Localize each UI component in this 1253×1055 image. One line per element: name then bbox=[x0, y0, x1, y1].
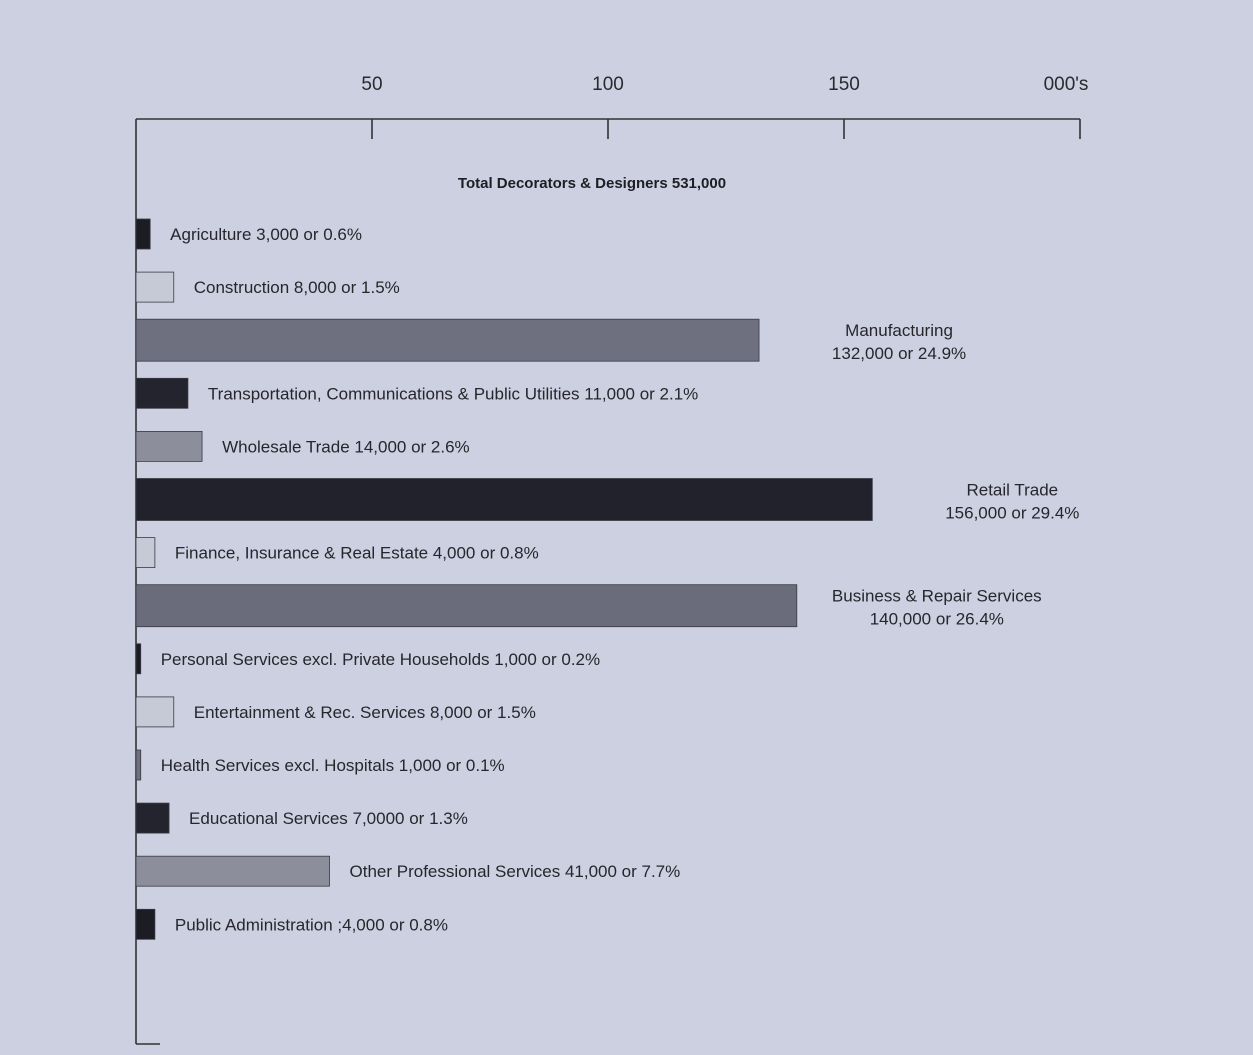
bar bbox=[135, 377, 189, 409]
bar bbox=[135, 218, 151, 250]
x-axis-unit-label: 000's bbox=[1044, 74, 1089, 95]
bar-label: 132,000 or 24.9% bbox=[832, 344, 966, 363]
bar-label: Finance, Insurance & Real Estate 4,000 o… bbox=[175, 544, 539, 563]
bar bbox=[135, 802, 170, 834]
x-tick-label: 150 bbox=[828, 74, 860, 95]
bar-label: Public Administration ;4,000 or 0.8% bbox=[175, 915, 448, 934]
bar-label: Entertainment & Rec. Services 8,000 or 1… bbox=[194, 703, 536, 722]
bar-label: Other Professional Services 41,000 or 7.… bbox=[350, 862, 681, 881]
bar-label: Personal Services excl. Private Househol… bbox=[161, 650, 600, 669]
bar-label: Wholesale Trade 14,000 or 2.6% bbox=[222, 437, 470, 456]
bar-label: Health Services excl. Hospitals 1,000 or… bbox=[161, 756, 505, 775]
bar bbox=[135, 584, 798, 628]
bar bbox=[135, 696, 175, 728]
bar-labels: Agriculture 3,000 or 0.6% Construction 8,… bbox=[161, 225, 1080, 934]
bar bbox=[135, 430, 203, 462]
bar bbox=[135, 318, 760, 362]
bar-label: Educational Services 7,0000 or 1.3% bbox=[189, 809, 468, 828]
bar-label: Business & Repair Services bbox=[832, 587, 1042, 606]
x-tick-label: 50 bbox=[361, 74, 382, 95]
x-tick-label: 100 bbox=[592, 74, 624, 95]
bar bbox=[135, 908, 156, 940]
bar bbox=[135, 643, 142, 675]
bar bbox=[135, 855, 330, 887]
bar-label: 156,000 or 29.4% bbox=[945, 504, 1079, 523]
bar-label: Transportation, Communications & Public … bbox=[208, 384, 698, 403]
bar-label: Construction 8,000 or 1.5% bbox=[194, 278, 400, 297]
bar-label: Manufacturing bbox=[845, 321, 953, 340]
total-label: Total Decorators & Designers 531,000 bbox=[458, 175, 726, 192]
bar-label: Agriculture 3,000 or 0.6% bbox=[170, 225, 362, 244]
bar bbox=[135, 478, 873, 521]
bar bbox=[135, 271, 175, 303]
bar bbox=[135, 537, 156, 568]
bars bbox=[135, 218, 873, 940]
bar bbox=[135, 749, 142, 781]
bar-label: 140,000 or 26.4% bbox=[870, 610, 1004, 629]
bar-label: Retail Trade bbox=[966, 481, 1058, 500]
